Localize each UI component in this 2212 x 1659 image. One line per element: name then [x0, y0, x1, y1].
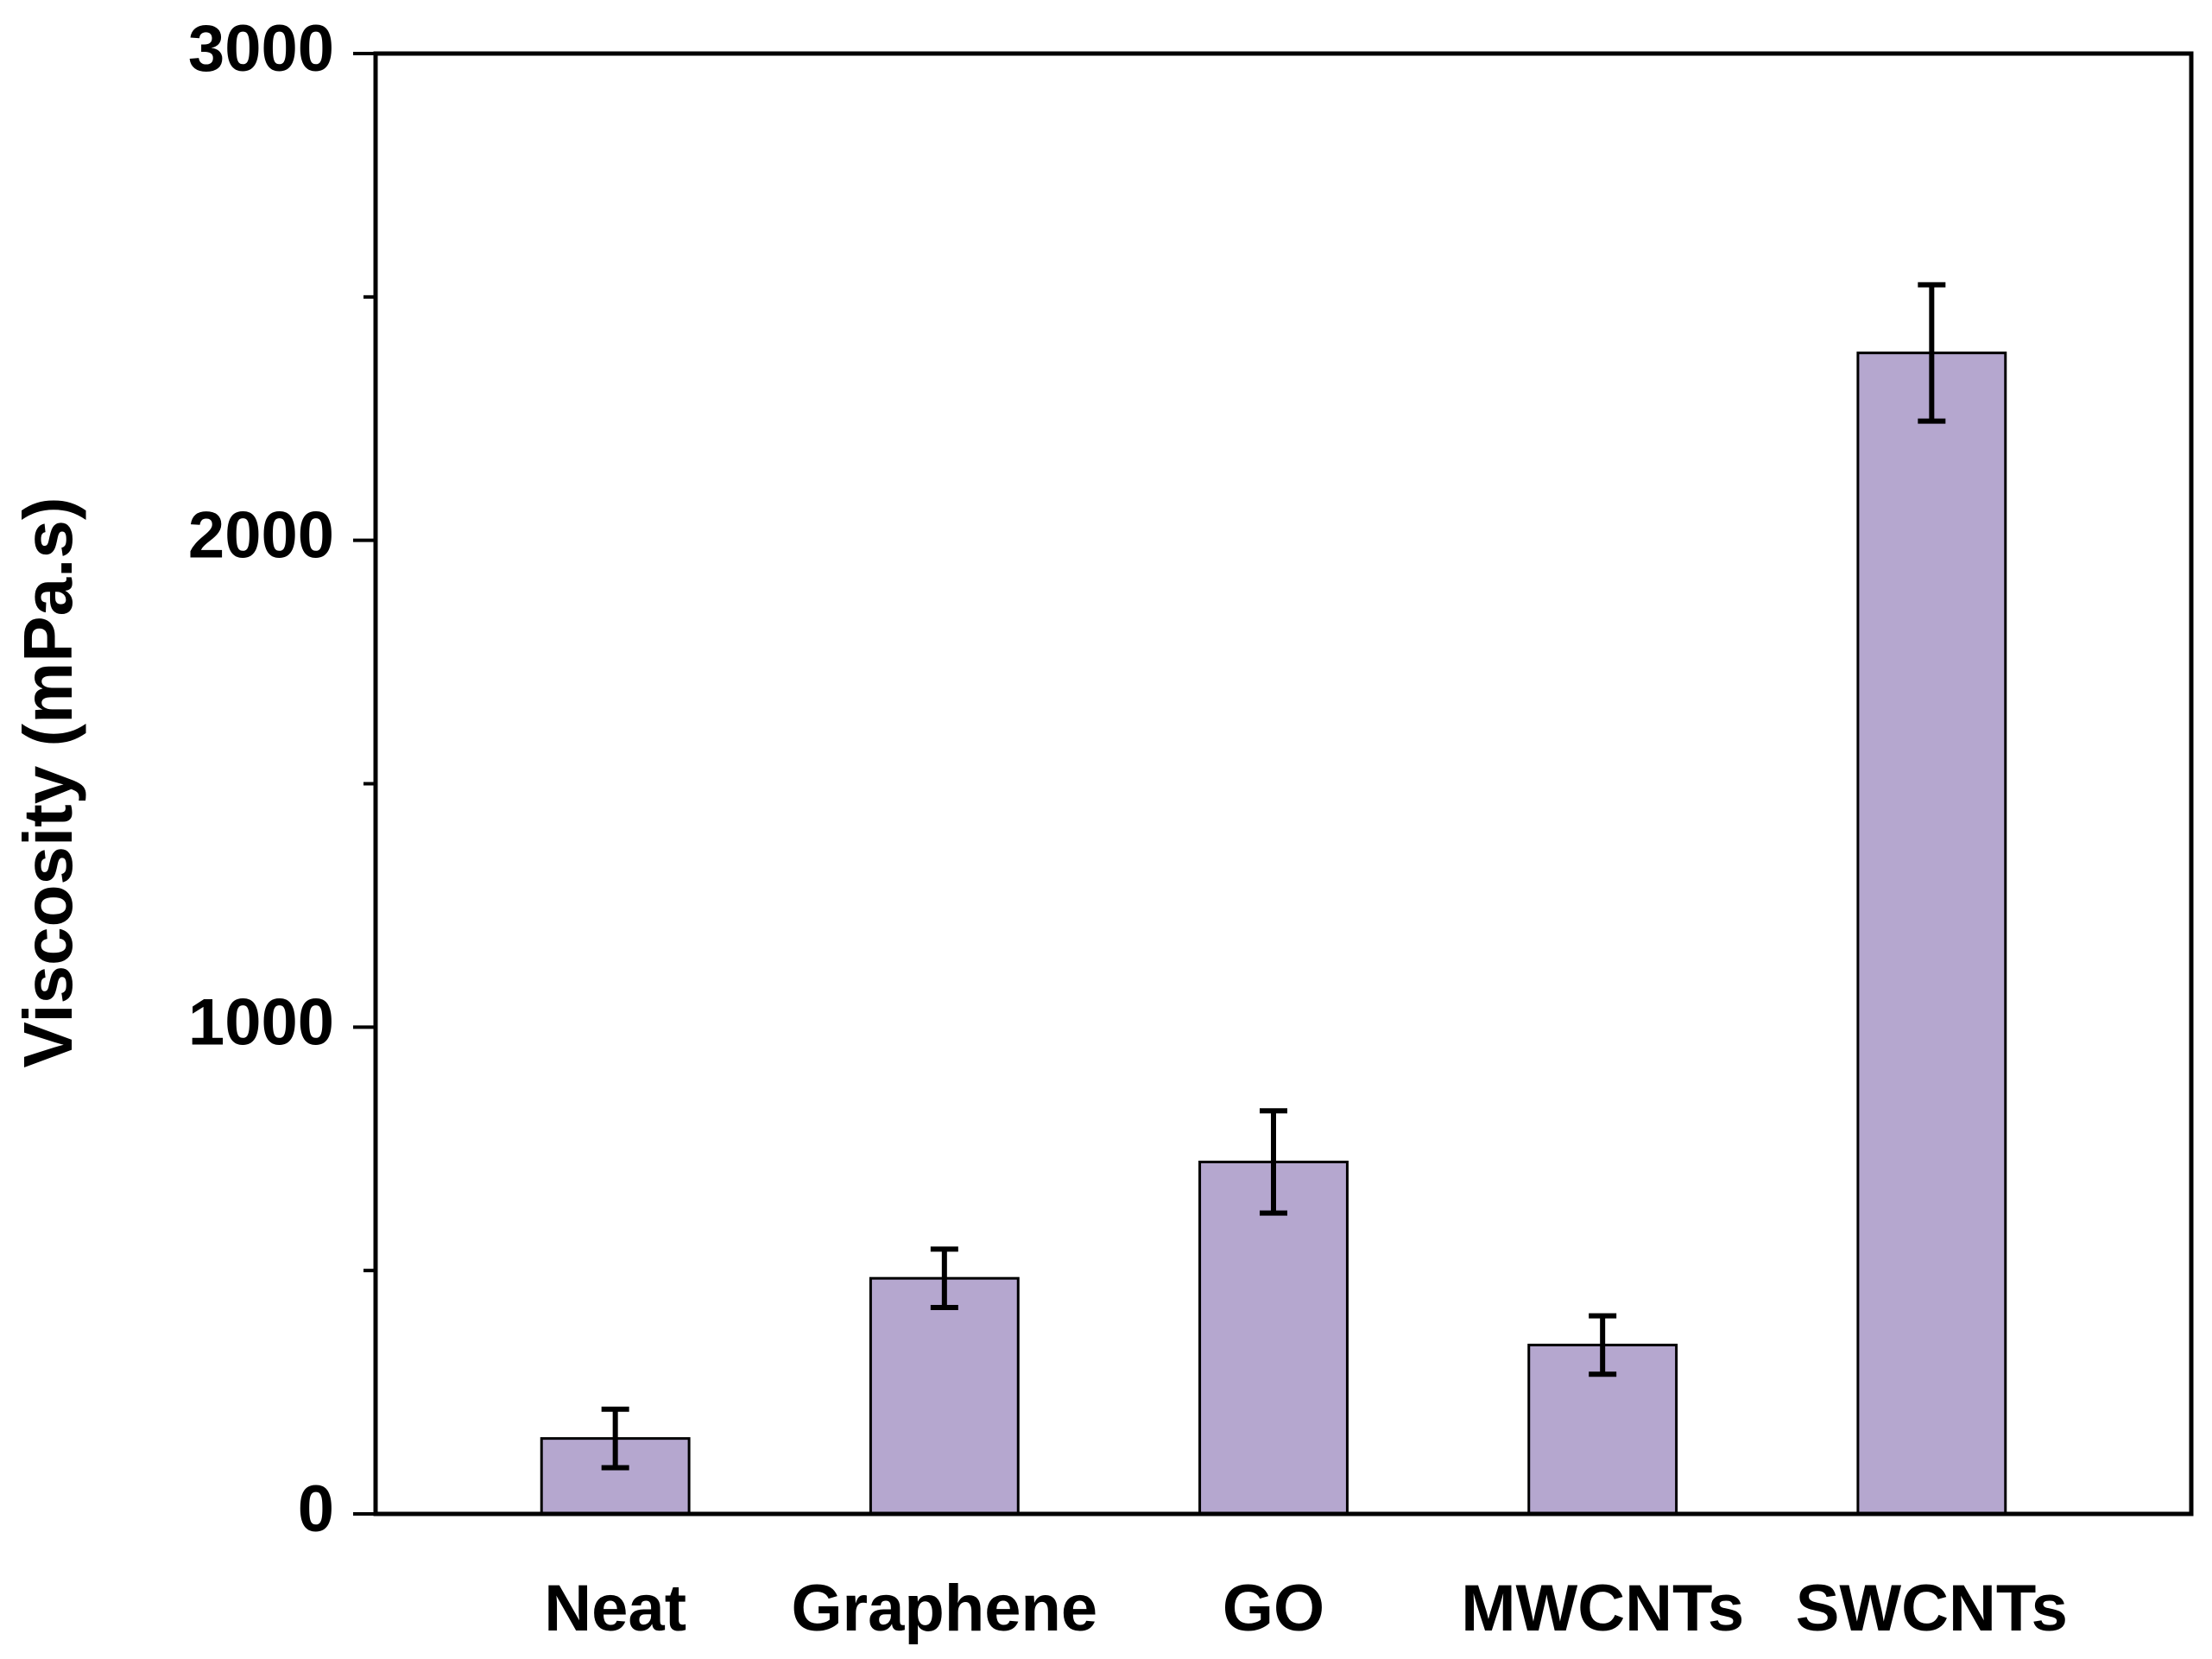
error-bar [1918, 282, 1946, 424]
y-axis-label: Viscosity (mPa.s) [9, 497, 86, 1067]
error-bar [1589, 1313, 1617, 1377]
error-bar [601, 1406, 629, 1471]
y-tick-label: 0 [298, 1472, 334, 1546]
bar [869, 1276, 1020, 1516]
y-tick-label: 3000 [188, 12, 334, 85]
bar [1856, 351, 2007, 1516]
y-tick-label: 1000 [188, 985, 334, 1059]
x-tick-label: GO [1223, 1572, 1324, 1645]
error-bar [1259, 1108, 1287, 1216]
error-bar [930, 1246, 958, 1311]
x-tick-label: MWCNTs [1461, 1572, 1744, 1645]
bar [1198, 1160, 1349, 1516]
x-tick-label: Neat [544, 1572, 686, 1645]
x-tick-label: SWCNTs [1796, 1572, 2068, 1645]
y-tick-label: 2000 [188, 499, 334, 573]
plot-frame [373, 51, 2194, 1517]
x-tick-label: Graphene [791, 1572, 1097, 1645]
